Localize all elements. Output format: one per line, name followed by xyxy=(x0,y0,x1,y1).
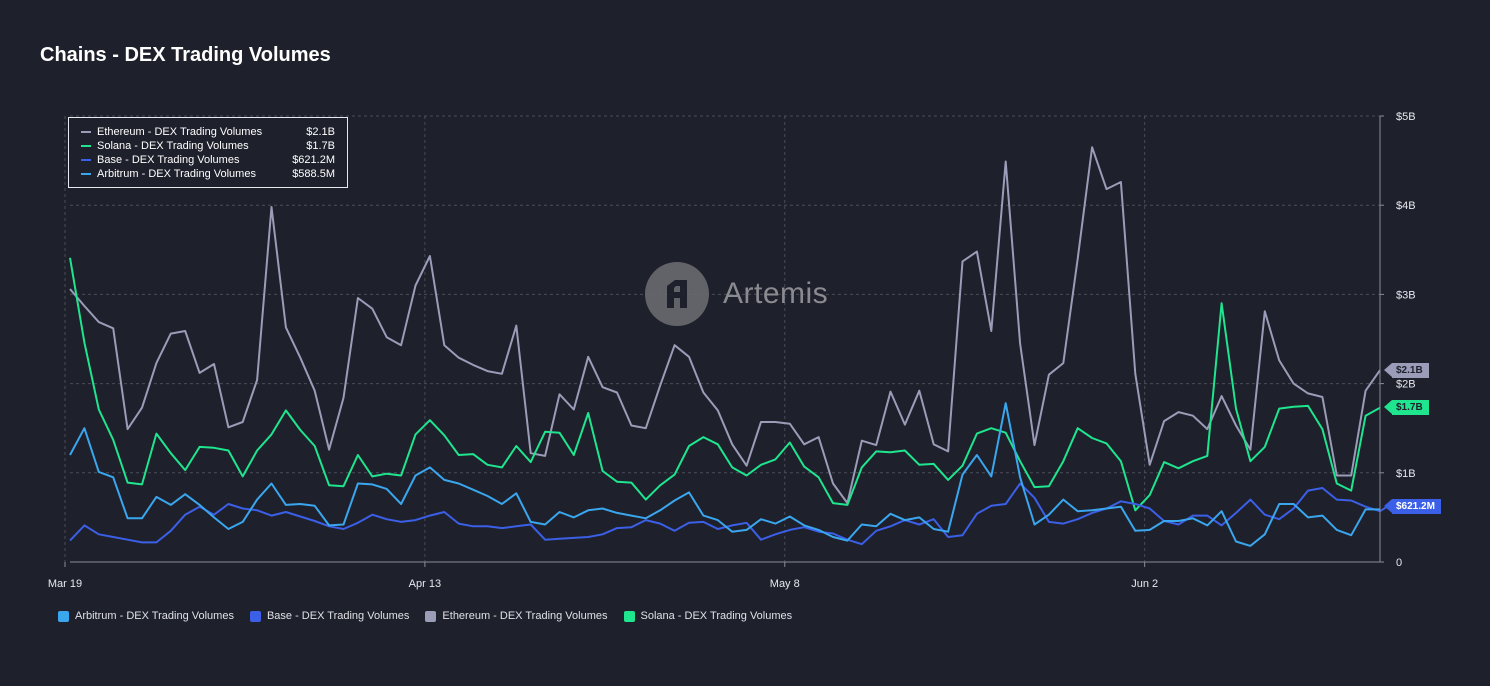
legend-item[interactable]: Ethereum - DEX Trading Volumes xyxy=(425,610,608,622)
legend-swatch xyxy=(623,610,635,622)
x-tick-label: Mar 19 xyxy=(48,578,82,590)
x-tick-label: May 8 xyxy=(770,578,800,590)
tooltip-swatch xyxy=(81,131,91,133)
last-value-badge: $1.7B xyxy=(1384,400,1429,416)
tooltip-value: $1.7B xyxy=(306,140,335,152)
tooltip-row: Arbitrum - DEX Trading Volumes $588.5M xyxy=(81,167,335,181)
tooltip-box: Ethereum - DEX Trading Volumes $2.1B Solan… xyxy=(68,117,348,188)
legend-swatch xyxy=(249,610,261,622)
y-tick-label: $1B xyxy=(1396,468,1416,480)
artemis-watermark: Artemis xyxy=(645,262,828,326)
tooltip-swatch xyxy=(81,145,91,147)
tooltip-swatch xyxy=(81,173,91,175)
x-tick-label: Apr 13 xyxy=(409,578,441,590)
tooltip-swatch xyxy=(81,159,91,161)
tooltip-value: $2.1B xyxy=(306,126,335,138)
y-tick-label: $4B xyxy=(1396,200,1416,212)
legend-label: Base - DEX Trading Volumes xyxy=(266,610,410,622)
artemis-logo-icon xyxy=(645,262,709,326)
legend-swatch xyxy=(58,610,69,622)
x-axis-ticks: Mar 19 Apr 13 May 8 Jun 2 xyxy=(48,562,1158,590)
y-tick-label: $2B xyxy=(1396,379,1416,391)
legend-label: Ethereum - DEX Trading Volumes xyxy=(442,610,608,622)
series-line-0 xyxy=(69,146,1381,505)
legend-item[interactable]: Base - DEX Trading Volumes xyxy=(249,610,410,622)
y-axis-ticks: 0 $1B $2B $3B $4B $5B xyxy=(70,111,1416,569)
tooltip-label: Base - DEX Trading Volumes xyxy=(97,154,240,166)
y-tick-label: 0 xyxy=(1396,557,1402,569)
legend-label: Arbitrum - DEX Trading Volumes xyxy=(75,610,234,622)
legend-swatch xyxy=(425,610,437,622)
series-lines xyxy=(69,146,1410,547)
y-tick-label: $3B xyxy=(1396,289,1416,301)
tooltip-label: Solana - DEX Trading Volumes xyxy=(97,140,249,152)
chart-title: Chains - DEX Trading Volumes xyxy=(40,44,331,66)
tooltip-label: Arbitrum - DEX Trading Volumes xyxy=(97,168,256,180)
tooltip-value: $588.5M xyxy=(292,168,335,180)
legend: Arbitrum - DEX Trading Volumes Base - DEX… xyxy=(58,610,808,622)
series-line-1 xyxy=(69,257,1381,512)
x-tick-label: Jun 2 xyxy=(1131,578,1158,590)
tooltip-value: $621.2M xyxy=(292,154,335,166)
series-line-2 xyxy=(69,482,1410,546)
y-tick-label: $5B xyxy=(1396,111,1416,123)
tooltip-row: Solana - DEX Trading Volumes $1.7B xyxy=(81,139,335,153)
watermark-text: Artemis xyxy=(723,277,829,310)
legend-item[interactable]: Solana - DEX Trading Volumes xyxy=(623,610,793,622)
tooltip-row: Ethereum - DEX Trading Volumes $2.1B xyxy=(81,125,335,139)
grid xyxy=(64,115,1380,562)
tooltip-row: Base - DEX Trading Volumes $621.2M xyxy=(81,153,335,167)
series-line-3 xyxy=(69,402,1380,547)
tooltip-label: Ethereum - DEX Trading Volumes xyxy=(97,126,263,138)
last-value-badge: $2.1B xyxy=(1384,362,1429,378)
legend-label: Solana - DEX Trading Volumes xyxy=(640,610,793,622)
last-value-badge: $621.2M xyxy=(1384,499,1441,515)
legend-item[interactable]: Arbitrum - DEX Trading Volumes xyxy=(58,610,234,622)
